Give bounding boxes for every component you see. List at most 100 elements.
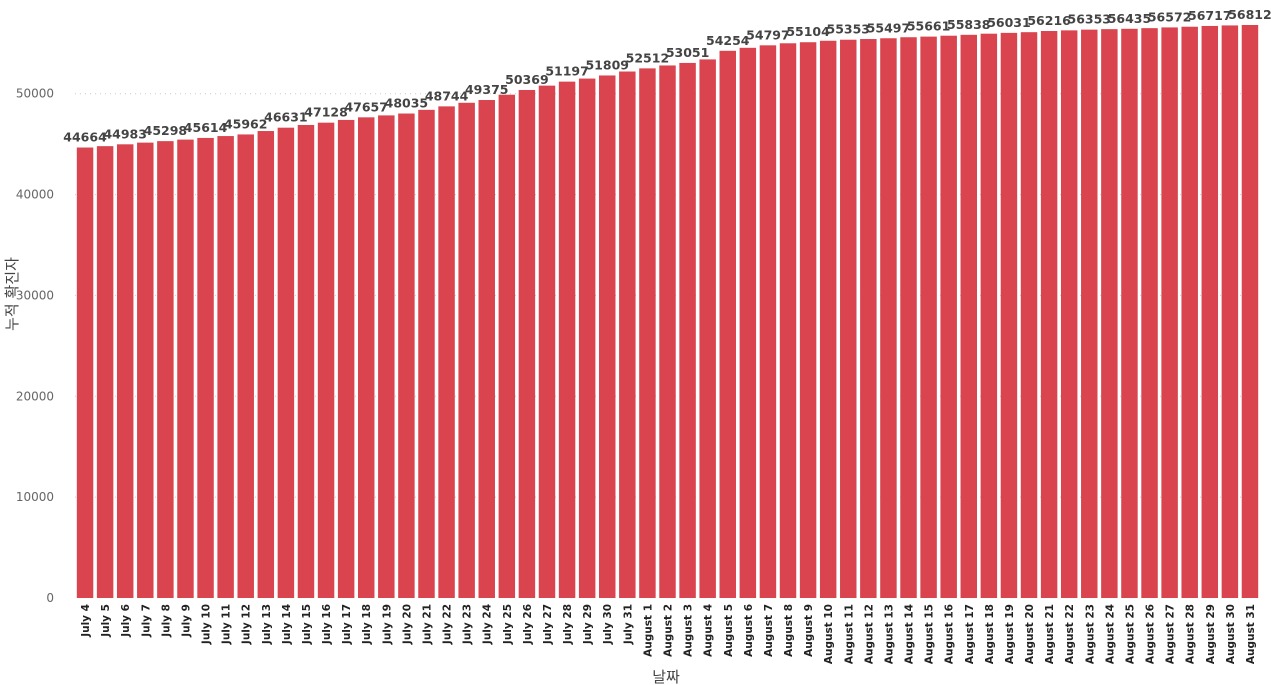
x-tick-label: July 11 (221, 604, 233, 645)
bar-value-label: 56717 (1188, 8, 1232, 23)
bar (378, 115, 395, 599)
x-tick-label: August 24 (1104, 604, 1116, 664)
bar (759, 45, 777, 599)
bar-value-label: 51197 (545, 64, 589, 79)
bar-value-label: 56812 (1228, 7, 1271, 22)
bar (297, 124, 315, 599)
bar (538, 85, 556, 598)
x-tick-label: August 12 (863, 604, 875, 664)
x-tick-label: August 13 (883, 604, 895, 664)
bar (137, 142, 154, 598)
bar (1121, 28, 1138, 599)
bar-value-label: 55661 (907, 19, 951, 34)
x-tick-label: July 24 (482, 604, 494, 645)
bar (578, 78, 596, 598)
bar (157, 141, 174, 598)
bar (1060, 30, 1078, 598)
x-tick-label: July 17 (341, 604, 353, 645)
bar-value-label: 47657 (344, 99, 388, 114)
x-tick-label: August 11 (843, 604, 855, 664)
bar-value-label: 56435 (1108, 11, 1152, 26)
bars (76, 25, 1259, 599)
x-tick-label: August 31 (1245, 604, 1257, 664)
x-tick-label: July 8 (160, 604, 172, 638)
bar-value-label: 45962 (224, 116, 268, 131)
bar (799, 42, 817, 599)
x-tick-label: August 16 (944, 604, 956, 664)
bar-value-label: 48744 (425, 88, 469, 103)
y-tick-label: 40000 (16, 188, 54, 202)
bar-value-label: 51809 (585, 57, 629, 72)
x-tick-label: July 31 (622, 604, 634, 645)
bar (177, 139, 194, 599)
x-tick-label: July 28 (562, 604, 574, 645)
bar (619, 71, 636, 598)
bar (398, 113, 415, 598)
x-tick-label: July 7 (140, 604, 152, 638)
bar (518, 89, 536, 599)
x-tick-label: July 18 (361, 604, 373, 645)
x-tick-label: August 25 (1124, 604, 1136, 664)
x-tick-label: July 22 (442, 604, 454, 645)
x-tick-label: July 20 (401, 604, 413, 645)
x-tick-label: August 2 (663, 604, 675, 657)
x-tick-label: July 6 (120, 604, 132, 638)
bar (257, 131, 275, 598)
x-tick-label: August 4 (703, 604, 715, 657)
x-tick-label: July 25 (502, 604, 514, 645)
bar-value-label: 44983 (103, 126, 147, 141)
bar (116, 144, 134, 598)
bar (960, 34, 978, 598)
data-labels: 4466444983452984561445962466314712847657… (63, 7, 1271, 145)
bar (1241, 25, 1259, 598)
x-tick-label: August 9 (803, 604, 815, 657)
x-axis-title: 날짜 (652, 668, 680, 685)
bar-value-label: 56353 (1068, 12, 1112, 27)
x-tick-label: August 17 (964, 604, 976, 664)
bar (599, 75, 616, 599)
bar (860, 39, 877, 599)
bar (659, 65, 676, 599)
x-tick-label: August 14 (904, 604, 916, 664)
bar-value-label: 56216 (1027, 13, 1071, 28)
x-tick-label: July 12 (241, 604, 253, 645)
x-tick-label: August 23 (1084, 604, 1096, 664)
x-tick-label: July 26 (522, 604, 534, 645)
y-tick-label: 0 (46, 591, 54, 605)
bar (920, 36, 937, 598)
bar (317, 122, 335, 599)
bar-value-label: 47128 (304, 105, 348, 120)
bar (1161, 27, 1178, 599)
bar-value-label: 56031 (987, 15, 1031, 30)
bar (558, 81, 576, 598)
x-tick-label: July 21 (421, 604, 433, 645)
bar-value-label: 45298 (144, 123, 188, 138)
y-tick-label: 20000 (16, 389, 54, 403)
x-tick-label: July 30 (602, 604, 614, 645)
bar-value-label: 46631 (264, 110, 308, 125)
bar (639, 68, 656, 598)
x-tick-label: July 5 (100, 604, 112, 638)
bar (237, 134, 254, 598)
x-tick-label: August 18 (984, 604, 996, 664)
bar-value-label: 55838 (947, 17, 991, 32)
x-tick-label: July 15 (301, 604, 313, 645)
x-tick-label: August 29 (1205, 604, 1217, 664)
x-tick-label: August 19 (1004, 604, 1016, 664)
bar-value-label: 52512 (626, 50, 670, 65)
bar (699, 59, 716, 598)
bar-value-label: 54797 (746, 27, 790, 42)
bar (1081, 29, 1098, 598)
bar (357, 117, 375, 598)
x-tick-label: July 27 (542, 604, 554, 645)
x-tick-label: August 21 (1044, 604, 1056, 664)
bar (719, 50, 736, 598)
bar (1101, 29, 1118, 598)
y-tick-label: 50000 (16, 87, 54, 101)
bar (1020, 32, 1038, 599)
x-tick-label: July 29 (582, 604, 594, 645)
bar (1201, 25, 1219, 599)
x-tick-label: August 5 (723, 604, 735, 657)
bar-value-label: 53051 (666, 45, 710, 60)
bar (819, 40, 837, 599)
